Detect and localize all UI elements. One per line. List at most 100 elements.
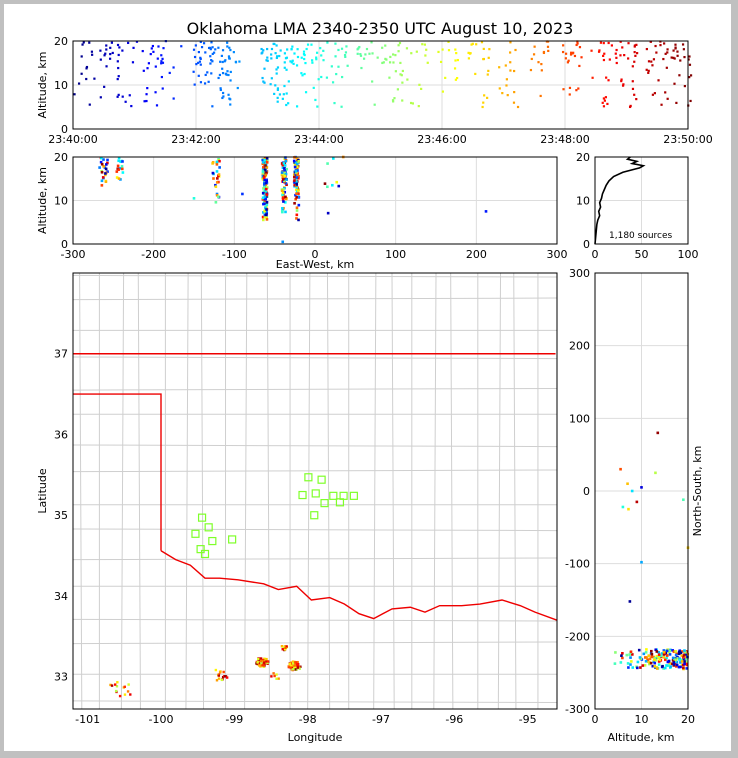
ew-source-point: [105, 163, 108, 166]
ta-source-point: [180, 45, 183, 48]
ta-source-point: [207, 80, 210, 83]
ta-source-point: [80, 72, 83, 75]
ns-source-point: [639, 666, 642, 669]
ew-source-point: [215, 193, 219, 197]
ew-x-tick-label: 200: [466, 248, 487, 261]
ta-source-point: [312, 86, 315, 89]
ew-source-point: [263, 215, 267, 219]
ns-source-point: [629, 650, 633, 654]
ew-outlier-point: [241, 192, 244, 196]
ta-source-point: [398, 41, 402, 45]
ta-source-point: [688, 63, 692, 66]
ta-source-point: [193, 83, 196, 86]
ew-source-point: [262, 218, 265, 222]
ns-source-point: [685, 650, 689, 653]
lma-station-marker: [310, 511, 319, 520]
ta-source-point: [678, 74, 681, 77]
ta-source-point: [172, 97, 175, 100]
map-source-point: [296, 662, 299, 666]
ns-source-point: [662, 650, 666, 654]
ta-source-point: [627, 57, 630, 60]
ew-source-point: [284, 159, 288, 163]
ta-source-point: [273, 92, 276, 96]
ns-source-point: [674, 653, 678, 657]
map-source-point: [114, 689, 118, 693]
ns-source-point: [631, 666, 635, 669]
ns-source-point: [672, 662, 676, 666]
map-source-point: [280, 645, 284, 648]
map-source-point: [262, 661, 266, 664]
ew-source-point: [106, 170, 109, 173]
ta-source-point: [221, 96, 224, 100]
ta-source-point: [389, 55, 392, 59]
ew-source-point: [263, 178, 266, 182]
ew-source-point: [281, 166, 285, 170]
lma-station-marker: [311, 489, 320, 498]
map-source-point: [260, 659, 263, 663]
ta-source-point: [545, 40, 549, 43]
ns-source-point: [671, 658, 675, 662]
ta-source-point: [229, 79, 232, 82]
ta-source-point: [603, 52, 606, 55]
ta-source-point: [358, 45, 361, 49]
ns-outlier-point: [682, 498, 685, 502]
lma-station-marker: [329, 491, 338, 500]
ta-source-point: [88, 103, 91, 106]
ta-source-point: [270, 57, 273, 60]
ta-source-point: [621, 84, 625, 87]
lma-station-marker: [304, 473, 313, 482]
ew-source-point: [263, 158, 267, 162]
ew-source-point: [264, 181, 268, 185]
ns-source-point: [645, 656, 649, 659]
ta-source-point: [619, 54, 622, 57]
ns-source-point: [663, 658, 667, 662]
ta-source-point: [147, 62, 150, 65]
ta-source-point: [200, 46, 204, 49]
ta-source-point: [602, 105, 606, 108]
ew-source-point: [284, 195, 287, 199]
ns-source-point: [683, 649, 686, 652]
ew-source-point: [100, 184, 104, 187]
ta-source-point: [228, 97, 231, 100]
ns-source-point: [652, 655, 655, 659]
ta-source-point: [105, 48, 108, 51]
ew-source-point: [293, 165, 297, 169]
ta-source-point: [88, 41, 91, 44]
ta-source-point: [300, 56, 303, 59]
ew-source-point: [297, 203, 301, 207]
ta-source-point: [509, 51, 512, 54]
ns-outlier-point: [640, 560, 643, 564]
ta-source-point: [578, 46, 582, 49]
ta-source-point: [238, 60, 241, 63]
map-source-point: [115, 685, 119, 688]
ta-source-point: [488, 48, 491, 51]
ta-source-point: [506, 94, 509, 97]
map-source-point: [285, 645, 288, 648]
ta-source-point: [221, 67, 224, 70]
ta-source-point: [601, 101, 604, 104]
ew-source-point: [117, 177, 121, 180]
ew-source-point: [295, 196, 298, 199]
ta-source-point: [456, 76, 459, 80]
map-x-tick-label: -99: [225, 713, 243, 726]
ta-source-point: [371, 80, 374, 83]
ta-source-point: [285, 92, 288, 95]
ta-source-point: [688, 76, 691, 79]
ew-source-point: [214, 185, 218, 188]
ew-source-point: [294, 161, 298, 164]
ta-source-point: [85, 77, 88, 81]
ta-source-point: [304, 61, 307, 65]
ta-source-point: [384, 44, 387, 47]
ta-source-point: [219, 60, 222, 63]
county-boundary: [72, 444, 558, 448]
ew-source-point: [214, 183, 217, 187]
ew-source-point: [265, 180, 268, 183]
ta-source-point: [229, 48, 232, 52]
ta-source-point: [486, 73, 489, 76]
ta-source-point: [631, 80, 634, 83]
ta-source-point: [651, 93, 654, 96]
ew-source-point: [214, 200, 218, 204]
ta-source-point: [303, 57, 306, 61]
ta-source-point: [501, 92, 504, 95]
ta-source-point: [221, 71, 225, 75]
